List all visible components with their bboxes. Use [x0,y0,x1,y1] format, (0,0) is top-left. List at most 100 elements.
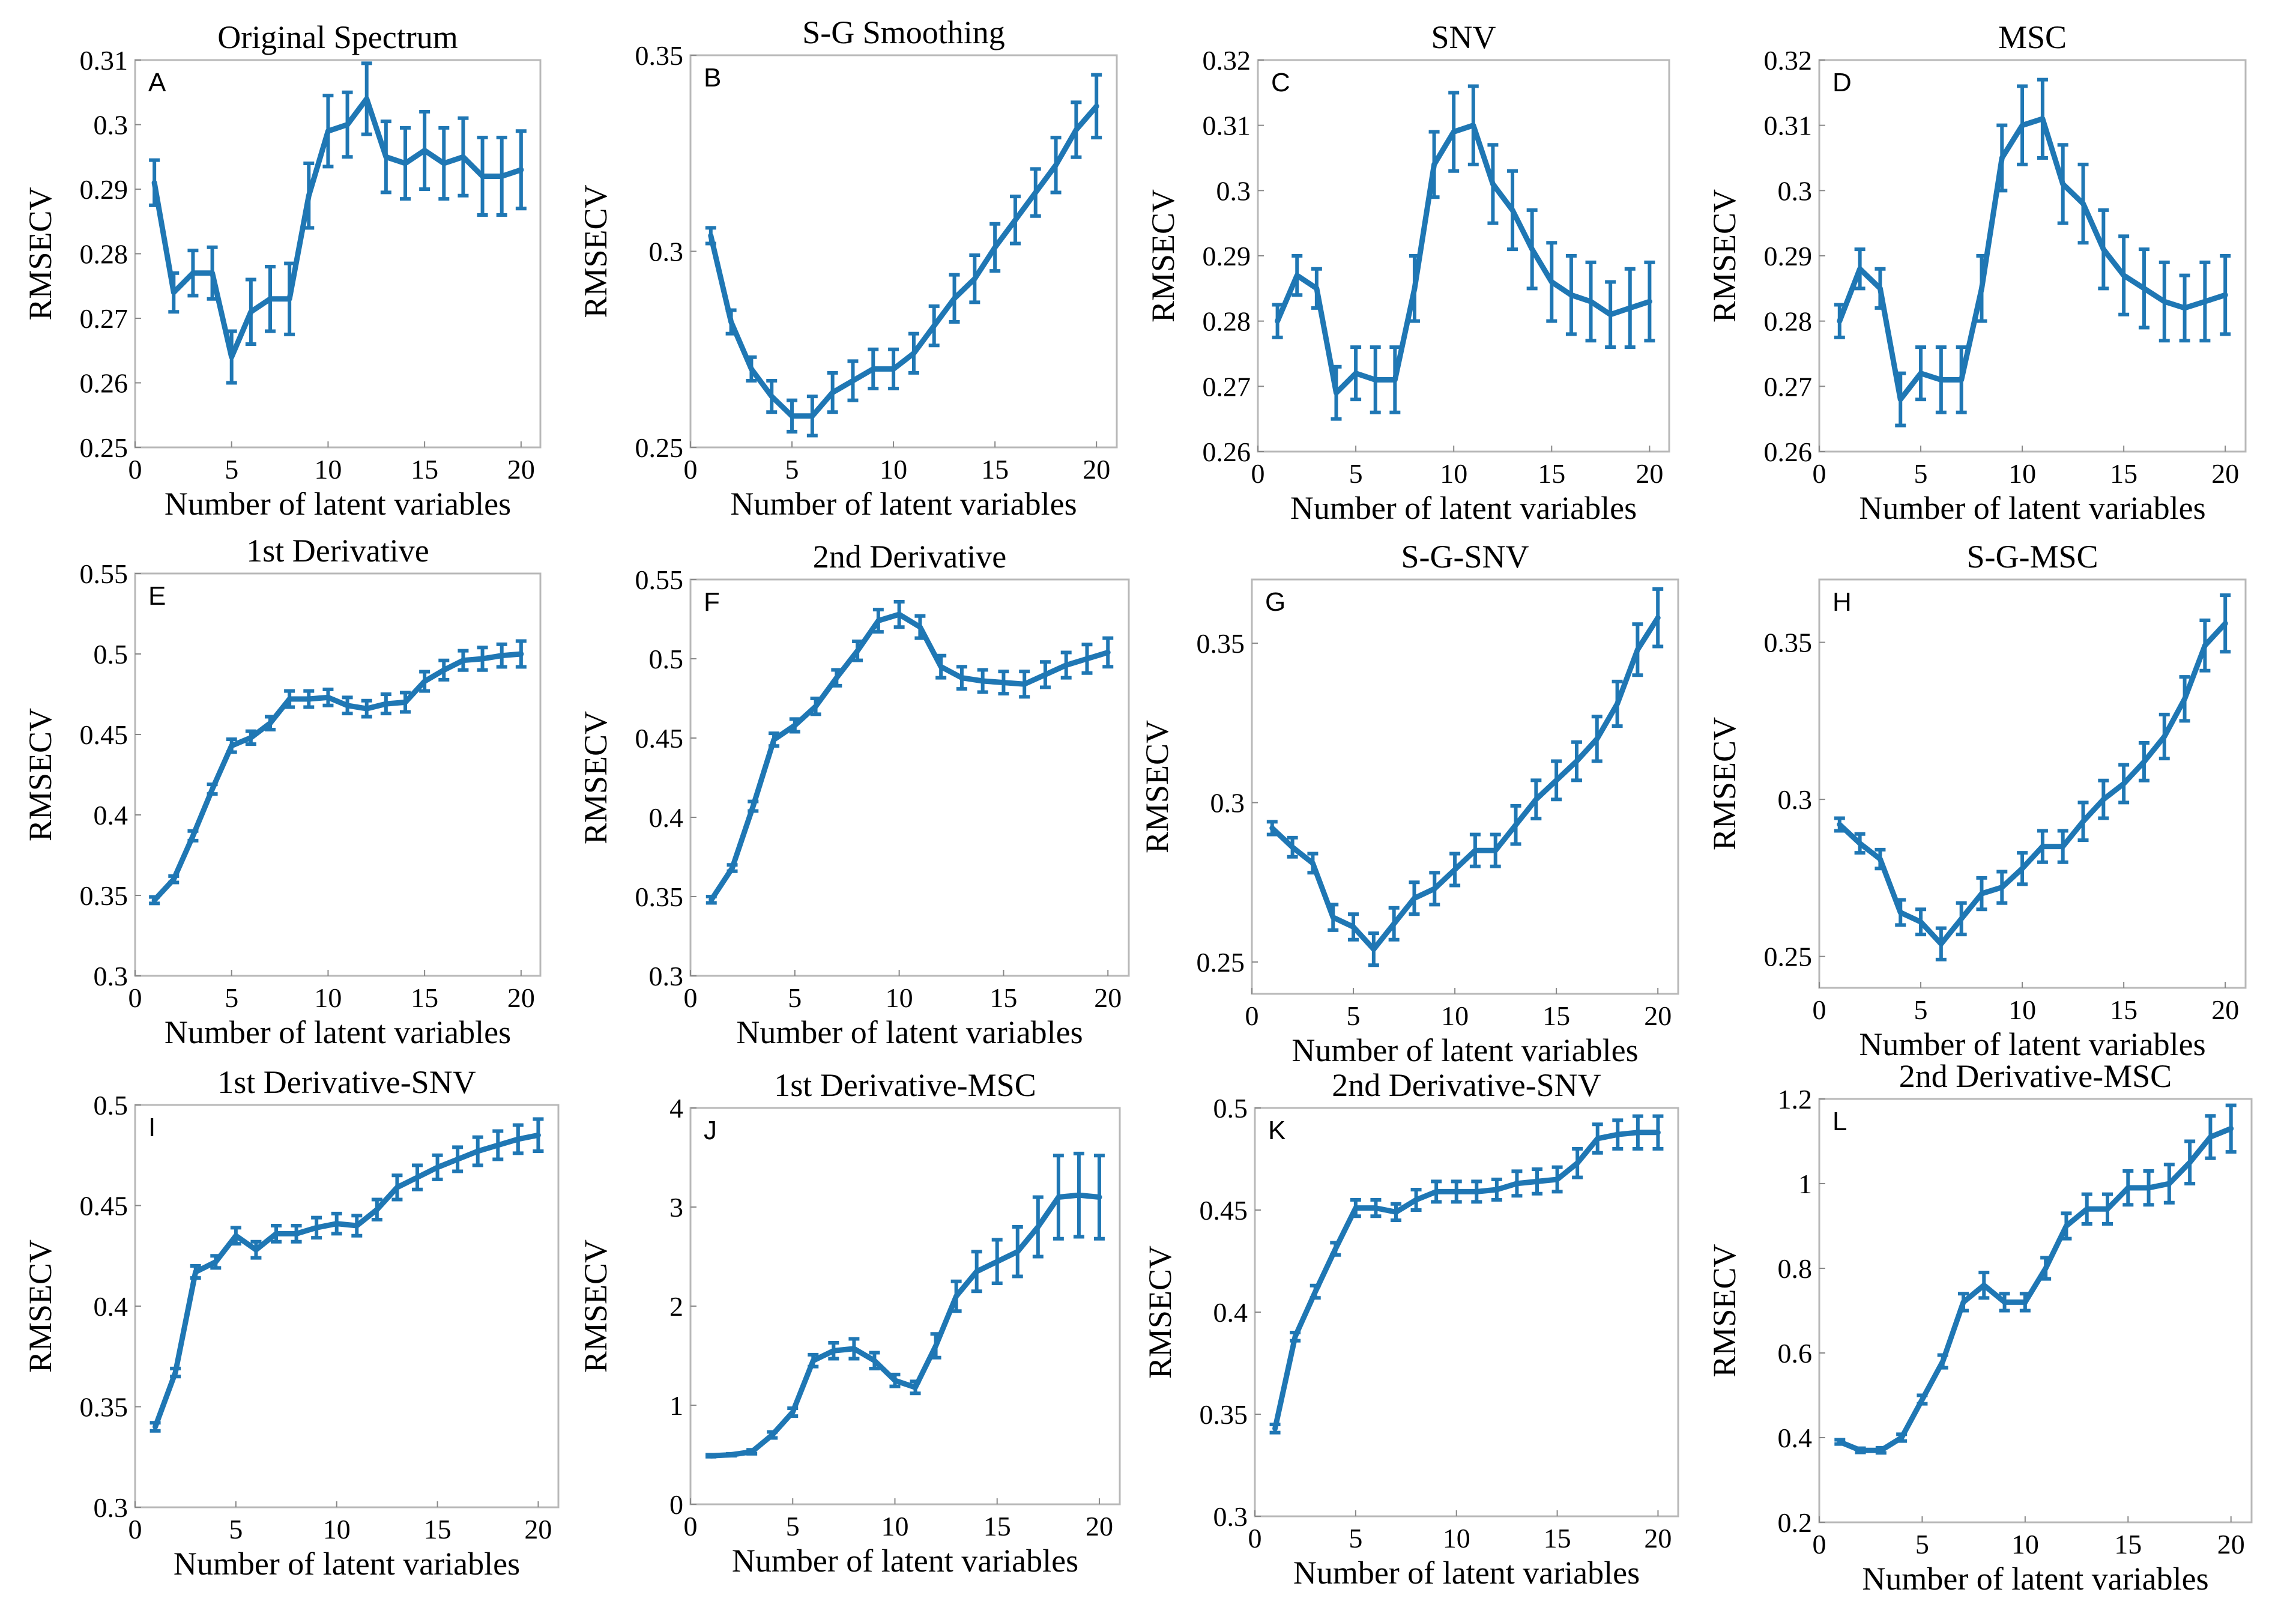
x-tick-label: 10 [1443,1523,1470,1554]
y-axis-label: RMSECV [1706,717,1742,850]
x-tick-label: 5 [1349,458,1363,489]
x-tick-label: 20 [1094,982,1122,1013]
panel-title: Original Spectrum [217,19,458,55]
x-tick-label: 15 [2114,1529,2142,1560]
panel-title: S-G-MSC [1966,539,2098,575]
panel-letter: E [148,581,166,611]
x-tick-label: 0 [1813,994,1826,1025]
y-tick-label: 0.25 [1197,947,1245,978]
x-tick-label: 20 [507,982,535,1013]
series-line [708,611,1111,903]
panel-letter: L [1832,1107,1847,1136]
y-tick-label: 0.32 [1764,45,1813,76]
x-tick-label: 0 [684,454,698,485]
y-axis-label: RMSECV [1139,720,1175,853]
panel-title: 2nd Derivative-SNV [1332,1067,1601,1103]
y-tick-label: 0.35 [635,40,684,71]
panel-k: 2nd Derivative-SNV K 0 5 10 15 20 0.3 0.35 0.4 0.4… [1142,1067,1679,1591]
y-tick-label: 0.5 [94,1090,128,1121]
x-tick-label: 15 [2110,994,2137,1025]
y-axis-label: RMSECV [22,187,58,320]
panel-title: S-G Smoothing [802,14,1005,50]
y-axis-label: RMSECV [1706,1244,1742,1377]
x-tick-label: 20 [1636,458,1663,489]
panel-title: 2nd Derivative-MSC [1899,1058,2172,1094]
y-tick-label: 0.4 [1778,1423,1813,1453]
plot-frame [689,1107,1121,1505]
x-tick-label: 0 [1813,1529,1826,1560]
x-axis-label: Number of latent variables [174,1546,520,1582]
x-axis-label: Number of latent variables [1859,1026,2205,1062]
x-tick-label: 0 [128,454,142,485]
x-axis-label: Number of latent variables [1292,1032,1638,1068]
panel-a: Original Spectrum A 0 5 10 15 20 0.25 0.26 0.27 0.… [22,19,542,522]
y-tick-label: 0.45 [80,719,128,750]
x-tick-label: 0 [684,1511,698,1542]
y-tick-label: 0.4 [1213,1297,1248,1328]
x-tick-label: 5 [225,982,238,1013]
panel-title: 1st Derivative [246,533,429,569]
panel-letter: D [1832,68,1852,97]
plot-frame [1251,578,1679,995]
x-tick-label: 10 [880,454,907,485]
y-tick-label: 0.45 [80,1191,128,1221]
y-tick-label: 0.4 [94,800,128,831]
x-tick-label: 5 [1349,1523,1362,1554]
y-tick-label: 0.26 [80,368,128,399]
y-axis-label: RMSECV [1706,189,1742,322]
x-tick-label: 20 [2211,994,2239,1025]
plot-frame [134,1104,560,1509]
x-tick-label: 20 [2211,458,2239,489]
y-axis-label: RMSECV [1142,1245,1178,1379]
x-axis-label: Number of latent variables [732,1543,1078,1579]
panel-letter: F [704,587,720,617]
y-tick-label: 0.6 [1778,1338,1813,1369]
x-tick-label: 10 [2011,1529,2039,1560]
plot-frame [1254,1107,1679,1518]
y-tick-label: 0.31 [1764,110,1813,141]
y-tick-label: 0.4 [94,1291,128,1322]
series-line [151,96,524,360]
plot-frame [689,54,1118,449]
x-tick-label: 10 [323,1514,351,1545]
panel-d: MSC D 0 5 10 15 20 0.26 0.27 0.28 0.29 0.3 0.31 0.32 N… [1706,19,2247,526]
x-axis-label: Number of latent variables [165,1014,511,1050]
x-tick-label: 15 [1538,458,1565,489]
y-tick-label: 0.3 [1778,784,1813,815]
x-tick-label: 5 [788,982,802,1013]
x-tick-label: 5 [229,1514,243,1545]
y-tick-label: 0.3 [1216,175,1251,206]
x-tick-label: 15 [981,454,1009,485]
y-tick-label: 0.29 [1764,241,1813,271]
x-tick-label: 0 [128,982,142,1013]
y-tick-label: 1 [669,1390,683,1421]
x-tick-label: 15 [989,982,1017,1013]
x-tick-label: 15 [424,1514,452,1545]
y-tick-label: 0.29 [80,174,128,205]
panel-title: SNV [1431,19,1496,55]
y-axis-label: RMSECV [22,1239,58,1373]
x-tick-label: 5 [1915,1529,1929,1560]
panel-e: 1st Derivative E 0 5 10 15 20 0.3 0.35 0.4 0.45 0.5… [22,533,542,1050]
panel-letter: H [1832,587,1852,617]
series-line [1275,123,1652,396]
y-tick-label: 0.55 [80,558,128,589]
series-line [1837,620,2228,947]
panel-c: SNV C 0 5 10 15 20 0.26 0.27 0.28 0.29 0.3 0.31 0.32 N… [1145,19,1670,526]
y-tick-label: 0.25 [80,432,128,463]
panel-i: 1st Derivative-SNV I 0 5 10 15 20 0.3 0.35 0.4 0.4… [22,1064,560,1582]
y-tick-label: 0.28 [1203,306,1251,337]
y-tick-label: 0.31 [80,45,128,76]
y-tick-label: 0.3 [649,237,684,267]
y-tick-label: 0.29 [1203,241,1251,271]
y-tick-label: 0.35 [80,1392,128,1423]
x-tick-label: 0 [684,982,698,1013]
x-tick-label: 10 [881,1511,908,1542]
x-tick-label: 20 [1086,1511,1113,1542]
y-tick-label: 0.26 [1203,437,1251,467]
y-tick-label: 0.5 [649,644,684,674]
y-tick-label: 1.2 [1778,1084,1813,1115]
y-tick-label: 0.3 [1778,175,1813,206]
y-axis-label: RMSECV [578,1239,614,1373]
panel-title: 1st Derivative-SNV [217,1064,476,1100]
